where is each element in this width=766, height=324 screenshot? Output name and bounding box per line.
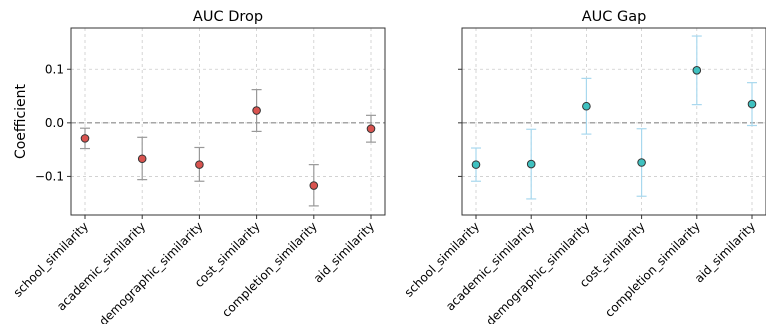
panel-1-xtick-label-demographic_similarity: demographic_similarity xyxy=(96,219,205,324)
panel-2-point-aid_similarity xyxy=(747,99,757,109)
panel-2-point-school_similarity xyxy=(471,160,481,169)
panel-1-xtick-label-completion_similarity: completion_similarity xyxy=(219,219,320,320)
panel-2-point-demographic_similarity xyxy=(582,101,591,111)
panel-2-axes-frame xyxy=(461,27,766,216)
panel-2-title: AUC Gap xyxy=(582,9,647,25)
panel-1-axes-frame xyxy=(70,27,386,216)
panel-1-ytick-label: 0.0 xyxy=(45,116,64,130)
panel-1-point-demographic_similarity xyxy=(195,160,204,169)
panel-2-point-cost_similarity xyxy=(637,158,646,167)
panel-2-xtick-label-demographic_similarity: demographic_similarity xyxy=(483,219,592,324)
panel-2-xtick-label-completion_similarity: completion_similarity xyxy=(602,219,703,320)
panel-1-point-aid_similarity xyxy=(366,124,376,134)
panel-2-point-completion_similarity xyxy=(692,66,702,75)
panel-2-point-academic_similarity xyxy=(526,159,536,169)
panel-1-ytick-label: −0.1 xyxy=(35,169,64,183)
panel-1-ytick-label: 0.1 xyxy=(45,62,64,76)
panel-1-ylabel: Coefficient xyxy=(13,83,29,159)
panel-1-point-cost_similarity xyxy=(252,106,261,115)
panel-1-point-academic_similarity xyxy=(137,154,147,164)
panel-1-point-completion_similarity xyxy=(309,181,319,190)
panel-1-title: AUC Drop xyxy=(193,9,263,25)
panel-1-xtick-label-aid_similarity: aid_similarity xyxy=(311,219,377,285)
panel-1-point-school_similarity xyxy=(80,134,90,143)
